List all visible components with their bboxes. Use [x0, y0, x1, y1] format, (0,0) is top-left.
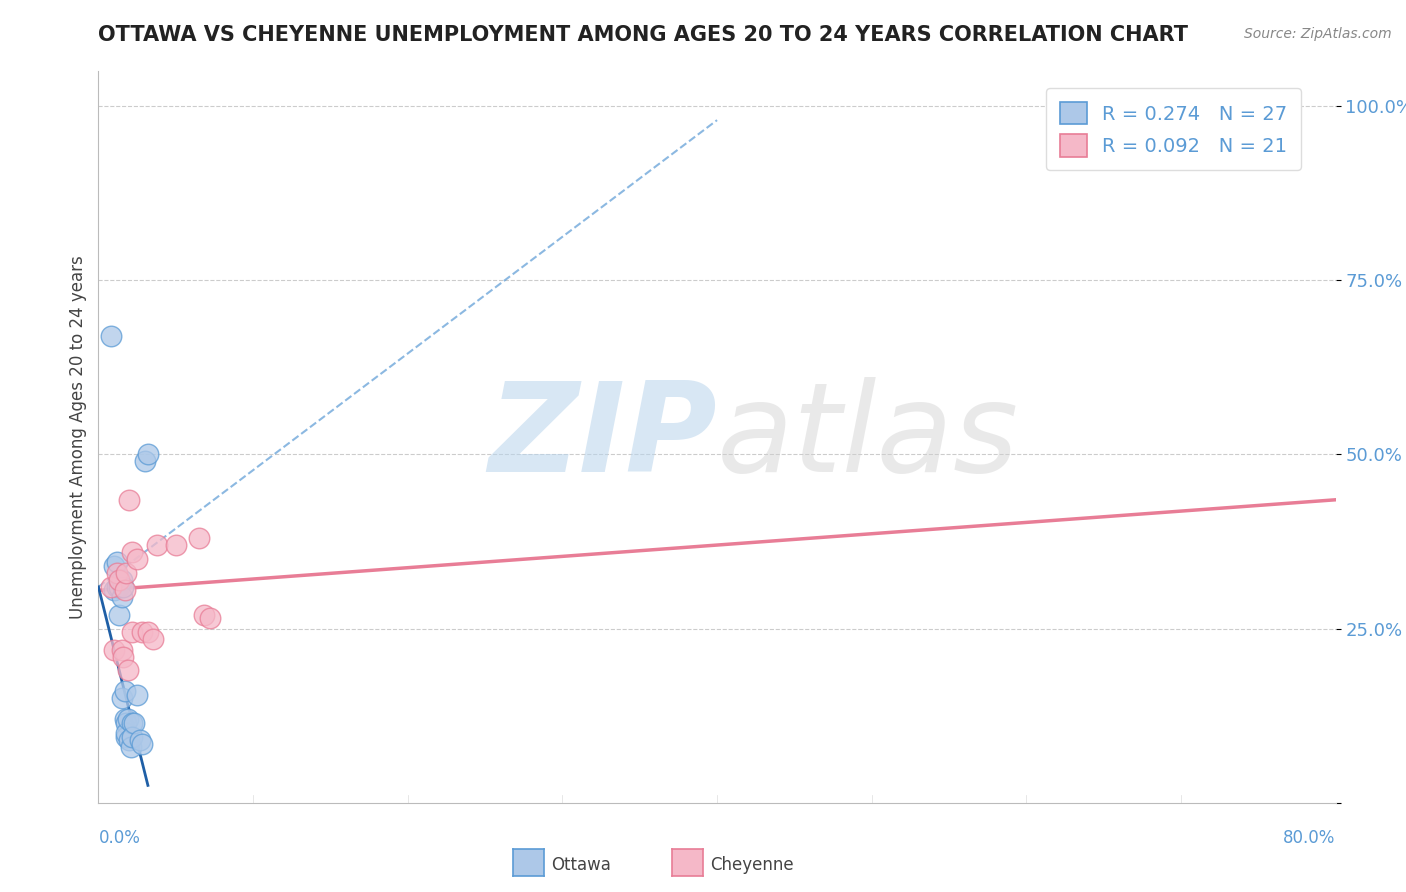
Text: ZIP: ZIP	[488, 376, 717, 498]
Point	[120, 740, 142, 755]
Text: 0.0%: 0.0%	[98, 829, 141, 847]
Point	[131, 625, 153, 640]
Text: OTTAWA VS CHEYENNE UNEMPLOYMENT AMONG AGES 20 TO 24 YEARS CORRELATION CHART: OTTAWA VS CHEYENNE UNEMPLOYMENT AMONG AG…	[98, 25, 1188, 45]
Point	[112, 580, 135, 594]
Point	[114, 712, 136, 726]
Point	[100, 329, 122, 343]
Point	[111, 591, 132, 605]
Y-axis label: Unemployment Among Ages 20 to 24 years: Unemployment Among Ages 20 to 24 years	[69, 255, 87, 619]
Point	[131, 737, 153, 751]
Point	[115, 566, 138, 580]
Point	[100, 580, 122, 594]
Point	[103, 583, 125, 598]
Text: Ottawa: Ottawa	[551, 856, 612, 874]
Point	[118, 492, 141, 507]
Legend: R = 0.274   N = 27, R = 0.092   N = 21: R = 0.274 N = 27, R = 0.092 N = 21	[1046, 88, 1301, 170]
Point	[127, 552, 149, 566]
Text: 80.0%: 80.0%	[1284, 829, 1336, 847]
Point	[107, 580, 129, 594]
Point	[103, 558, 125, 573]
Point	[103, 642, 125, 657]
Point	[136, 448, 159, 462]
Point	[112, 649, 135, 664]
Point	[188, 531, 211, 545]
Point	[115, 730, 138, 744]
Point	[121, 625, 143, 640]
Point	[121, 545, 143, 559]
Point	[193, 607, 215, 622]
Point	[134, 454, 156, 468]
Point	[105, 556, 128, 570]
Point	[107, 573, 129, 587]
Point	[136, 625, 159, 640]
Point	[141, 632, 165, 646]
Point	[198, 611, 221, 625]
Point	[115, 715, 138, 730]
Point	[111, 573, 132, 587]
Text: Source: ZipAtlas.com: Source: ZipAtlas.com	[1244, 27, 1392, 41]
Text: atlas: atlas	[717, 376, 1019, 498]
Point	[114, 583, 136, 598]
Point	[122, 715, 145, 730]
Text: Cheyenne: Cheyenne	[710, 856, 793, 874]
Point	[111, 691, 132, 706]
Point	[107, 607, 129, 622]
Point	[121, 730, 143, 744]
Point	[117, 664, 139, 678]
Point	[115, 726, 138, 740]
Point	[146, 538, 169, 552]
Point	[117, 712, 139, 726]
Point	[105, 566, 128, 580]
Point	[127, 688, 149, 702]
Point	[165, 538, 187, 552]
Point	[118, 733, 141, 747]
Point	[105, 580, 128, 594]
Point	[121, 715, 143, 730]
Point	[129, 733, 152, 747]
Point	[111, 642, 132, 657]
Point	[114, 684, 136, 698]
